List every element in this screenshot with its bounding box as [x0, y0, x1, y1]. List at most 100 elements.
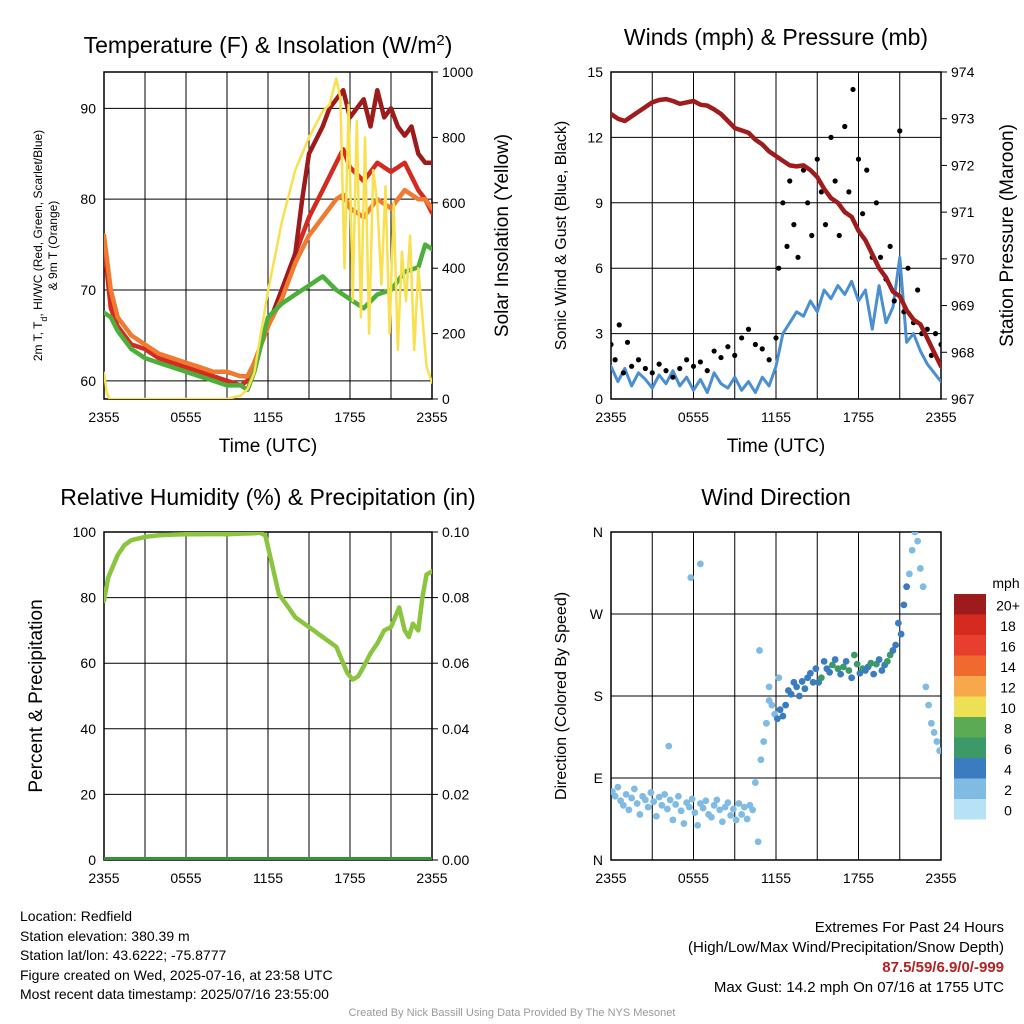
direction-point: [672, 801, 680, 808]
gust-point: [620, 370, 626, 376]
y-tick-label: 60: [80, 655, 96, 671]
legend-label: 6: [1004, 741, 1012, 757]
plot-data: [104, 532, 432, 860]
direction-point: [625, 806, 633, 814]
gust-point: [938, 341, 941, 348]
direction-point: [795, 692, 803, 700]
legend-label: 18: [1000, 618, 1016, 634]
panel-4: Wind Direction 2355 0555 1155 1755 2355 N E S W N D…: [553, 484, 1020, 886]
direction-point: [740, 803, 748, 811]
gust-point: [784, 243, 790, 249]
x-tick-label: 1755: [334, 409, 365, 425]
speed-legend: mph 20+ 18 16 14 12 10 8 6 4 2 0: [954, 575, 1020, 820]
gust-point: [836, 232, 842, 239]
y-tick-label: 100: [73, 524, 97, 540]
y-tick-label: N: [593, 524, 603, 540]
x-tick-label: 0555: [170, 870, 201, 886]
direction-point: [636, 811, 644, 818]
direction-point: [691, 809, 699, 817]
direction-point: [630, 785, 638, 793]
x-tick-label: 1755: [843, 409, 874, 425]
y2-tick-label: 0.04: [442, 721, 469, 737]
direction-point: [925, 701, 933, 709]
y-tick-label: 3: [595, 326, 603, 342]
x-tick-label: 2355: [925, 870, 956, 886]
panel-1: Temperature (F) & Insolation (W/m2) 2355 0…: [31, 32, 513, 458]
legend-title: mph: [992, 575, 1019, 591]
direction-point: [647, 789, 655, 796]
direction-point: [644, 803, 652, 811]
gust-point: [877, 254, 884, 260]
direction-point: [801, 685, 809, 693]
direction-point: [775, 674, 783, 682]
direction-point: [900, 601, 908, 609]
direction-point: [658, 801, 666, 809]
y-tick-label: 6: [595, 260, 603, 276]
gust-point: [855, 156, 862, 162]
direction-point: [732, 816, 740, 824]
legend-label: 2: [1004, 782, 1012, 798]
direction-point: [619, 801, 627, 809]
gust-point: [704, 368, 710, 374]
x-tick-label: 1755: [843, 870, 874, 886]
y-tick-label: 12: [587, 129, 603, 145]
title-superscript: 2: [436, 32, 444, 49]
x-tick-label: 1155: [761, 870, 791, 886]
legend-label: 14: [1000, 659, 1016, 675]
direction-point: [919, 583, 927, 591]
panel-title: Winds (mph) & Pressure (mb): [624, 24, 928, 50]
x-tick-label: 2355: [88, 870, 119, 886]
direction-point: [768, 701, 776, 709]
y2-tick-label: 968: [951, 344, 975, 360]
direction-point: [757, 756, 765, 764]
direction-point: [889, 647, 897, 654]
title-main: Temperature (F) & Insolation (W/m: [84, 32, 437, 58]
extremes-subtitle: (High/Low/Max Wind/Precipitation/Snow De…: [688, 939, 1004, 956]
direction-point: [870, 670, 878, 678]
direction-point: [842, 657, 850, 665]
gust-point: [684, 357, 690, 363]
direction-point: [710, 801, 718, 809]
direction-point: [908, 546, 916, 554]
y2-tick-label: 971: [951, 204, 975, 220]
gust-point: [842, 123, 848, 130]
direction-point: [875, 656, 883, 663]
direction-point: [650, 798, 658, 806]
gust-point: [663, 368, 669, 374]
legend-swatch: [954, 614, 986, 635]
direction-point: [611, 792, 619, 800]
x-tick-label: 0555: [170, 409, 201, 425]
direction-point: [883, 657, 891, 665]
direction-point: [765, 683, 773, 691]
gust-point: [635, 357, 642, 363]
gust-point: [846, 189, 852, 195]
y-tick-label: N: [593, 852, 603, 868]
direction-point: [817, 674, 825, 682]
y-tick-label: 0: [88, 852, 96, 868]
direction-point: [892, 641, 900, 649]
direction-point: [674, 792, 682, 800]
gust-point: [759, 346, 765, 352]
y-tick-label: 0: [595, 391, 603, 407]
gust-point: [745, 326, 752, 332]
gust-point: [624, 339, 631, 345]
direction-point: [614, 783, 622, 791]
direction-point: [809, 678, 817, 686]
title-end: ): [445, 32, 453, 58]
y-tick-label: 80: [80, 191, 96, 207]
gust-point: [711, 348, 717, 354]
legend-swatch: [954, 696, 986, 717]
y-tick-label: 90: [80, 100, 96, 116]
direction-point: [641, 796, 649, 804]
gust-point: [864, 167, 870, 173]
gust-point: [780, 200, 786, 206]
direction-point: [718, 818, 726, 826]
direction-point: [930, 729, 938, 736]
direction-point: [927, 719, 935, 727]
y-tick-label: W: [590, 606, 604, 622]
y2-tick-label: 972: [951, 157, 975, 173]
direction-point: [688, 795, 696, 803]
gust-point: [860, 211, 866, 217]
y2-tick-label: 800: [442, 129, 466, 145]
gust-point: [795, 254, 801, 260]
